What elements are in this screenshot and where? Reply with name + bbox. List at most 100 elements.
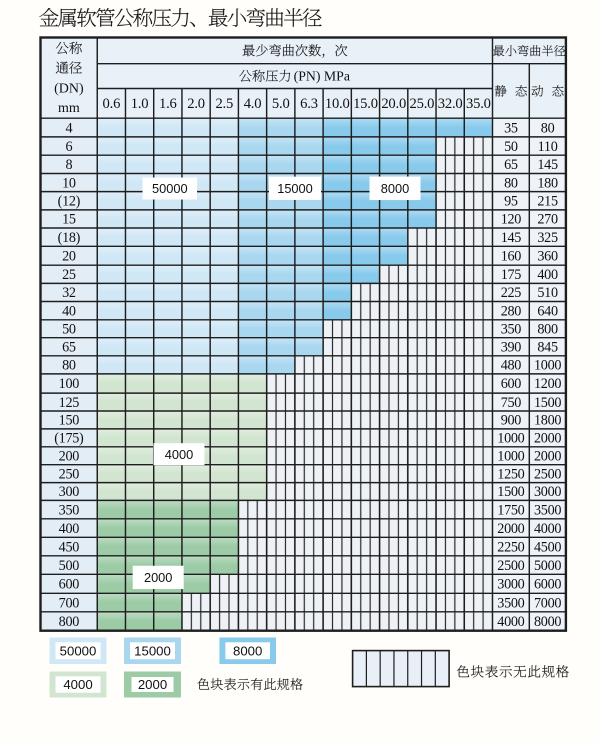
svg-text:360: 360: [537, 248, 558, 264]
svg-text:15000: 15000: [277, 181, 313, 196]
svg-text:280: 280: [501, 303, 522, 319]
svg-text:2000: 2000: [144, 570, 172, 585]
svg-text:845: 845: [537, 339, 558, 355]
svg-text:1250: 1250: [497, 466, 524, 482]
svg-text:750: 750: [501, 395, 522, 411]
svg-text:3000: 3000: [497, 577, 524, 593]
svg-text:100: 100: [59, 376, 80, 392]
svg-text:(PN) MPa: (PN) MPa: [294, 69, 350, 85]
svg-text:3500: 3500: [497, 595, 524, 611]
svg-text:175: 175: [501, 267, 522, 283]
svg-text:180: 180: [537, 175, 558, 191]
svg-text:2000: 2000: [497, 521, 524, 537]
svg-text:800: 800: [59, 614, 80, 630]
svg-text:5000: 5000: [534, 558, 561, 574]
svg-text:400: 400: [537, 267, 558, 283]
svg-text:4000: 4000: [165, 447, 193, 462]
svg-text:(175): (175): [54, 431, 84, 447]
svg-text:110: 110: [538, 139, 558, 155]
svg-text:6000: 6000: [534, 577, 561, 593]
svg-text:3500: 3500: [534, 502, 561, 518]
svg-text:1800: 1800: [534, 413, 561, 429]
svg-text:50000: 50000: [60, 643, 97, 658]
svg-text:1.0: 1.0: [131, 96, 149, 112]
svg-text:800: 800: [537, 321, 558, 337]
svg-text:4000: 4000: [63, 677, 92, 692]
svg-text:700: 700: [59, 595, 80, 611]
svg-text:15: 15: [62, 212, 76, 228]
svg-text:4.0: 4.0: [244, 96, 262, 112]
svg-text:4000: 4000: [534, 521, 561, 537]
svg-text:50: 50: [62, 321, 76, 337]
svg-text:270: 270: [537, 212, 558, 228]
svg-text:50000: 50000: [152, 181, 188, 196]
svg-text:3000: 3000: [534, 484, 561, 500]
svg-text:250: 250: [59, 466, 80, 482]
svg-text:5.0: 5.0: [272, 96, 290, 112]
svg-text:215: 215: [537, 193, 558, 209]
svg-text:510: 510: [537, 285, 558, 301]
svg-text:mm: mm: [58, 101, 80, 116]
svg-text:95: 95: [504, 193, 518, 209]
svg-text:1200: 1200: [534, 376, 561, 392]
svg-text:150: 150: [59, 413, 80, 429]
svg-text:10.0: 10.0: [325, 96, 350, 112]
svg-text:15000: 15000: [134, 643, 171, 658]
svg-text:1500: 1500: [534, 395, 561, 411]
svg-text:80: 80: [541, 120, 555, 136]
svg-text:6.3: 6.3: [300, 96, 318, 112]
svg-text:300: 300: [59, 484, 80, 500]
svg-text:450: 450: [59, 539, 80, 555]
svg-text:2.5: 2.5: [215, 96, 233, 112]
svg-text:160: 160: [501, 248, 522, 264]
svg-text:40: 40: [62, 303, 76, 319]
svg-text:7000: 7000: [534, 595, 561, 611]
svg-text:2.0: 2.0: [187, 96, 205, 112]
svg-text:(DN): (DN): [54, 81, 84, 96]
svg-text:2250: 2250: [497, 539, 524, 555]
svg-text:20: 20: [62, 248, 76, 264]
svg-text:65: 65: [504, 157, 518, 173]
svg-text:35.0: 35.0: [466, 96, 491, 112]
svg-text:900: 900: [501, 413, 522, 429]
svg-text:2000: 2000: [534, 431, 561, 447]
svg-text:2000: 2000: [534, 448, 561, 464]
svg-text:120: 120: [501, 212, 522, 228]
svg-text:225: 225: [501, 285, 522, 301]
svg-text:1000: 1000: [497, 448, 524, 464]
svg-text:20.0: 20.0: [381, 96, 406, 112]
svg-text:500: 500: [59, 558, 80, 574]
svg-text:2000: 2000: [138, 677, 167, 692]
svg-text:145: 145: [537, 157, 558, 173]
svg-text:8000: 8000: [381, 181, 409, 196]
svg-text:(18): (18): [58, 230, 81, 246]
svg-text:8000: 8000: [233, 643, 262, 658]
svg-text:10: 10: [62, 175, 76, 191]
svg-text:8000: 8000: [534, 614, 561, 630]
svg-text:350: 350: [59, 502, 80, 518]
svg-text:600: 600: [501, 376, 522, 392]
svg-text:480: 480: [501, 358, 522, 374]
svg-text:8: 8: [65, 157, 72, 173]
svg-text:390: 390: [501, 339, 522, 355]
svg-text:1000: 1000: [534, 358, 561, 374]
svg-text:(12): (12): [58, 193, 81, 209]
svg-text:2500: 2500: [534, 466, 561, 482]
svg-text:200: 200: [59, 448, 80, 464]
svg-text:325: 325: [537, 230, 558, 246]
svg-text:600: 600: [59, 577, 80, 593]
svg-text:4500: 4500: [534, 539, 561, 555]
svg-text:4: 4: [65, 120, 72, 136]
svg-text:25: 25: [62, 267, 76, 283]
svg-text:50: 50: [504, 139, 518, 155]
svg-text:1000: 1000: [497, 431, 524, 447]
svg-text:35: 35: [504, 120, 518, 136]
svg-text:0.6: 0.6: [103, 96, 121, 112]
svg-text:65: 65: [62, 339, 76, 355]
svg-text:2500: 2500: [497, 558, 524, 574]
svg-text:400: 400: [59, 521, 80, 537]
svg-text:1.6: 1.6: [159, 96, 177, 112]
svg-text:1500: 1500: [497, 484, 524, 500]
svg-text:4000: 4000: [497, 614, 524, 630]
svg-text:80: 80: [62, 358, 76, 374]
